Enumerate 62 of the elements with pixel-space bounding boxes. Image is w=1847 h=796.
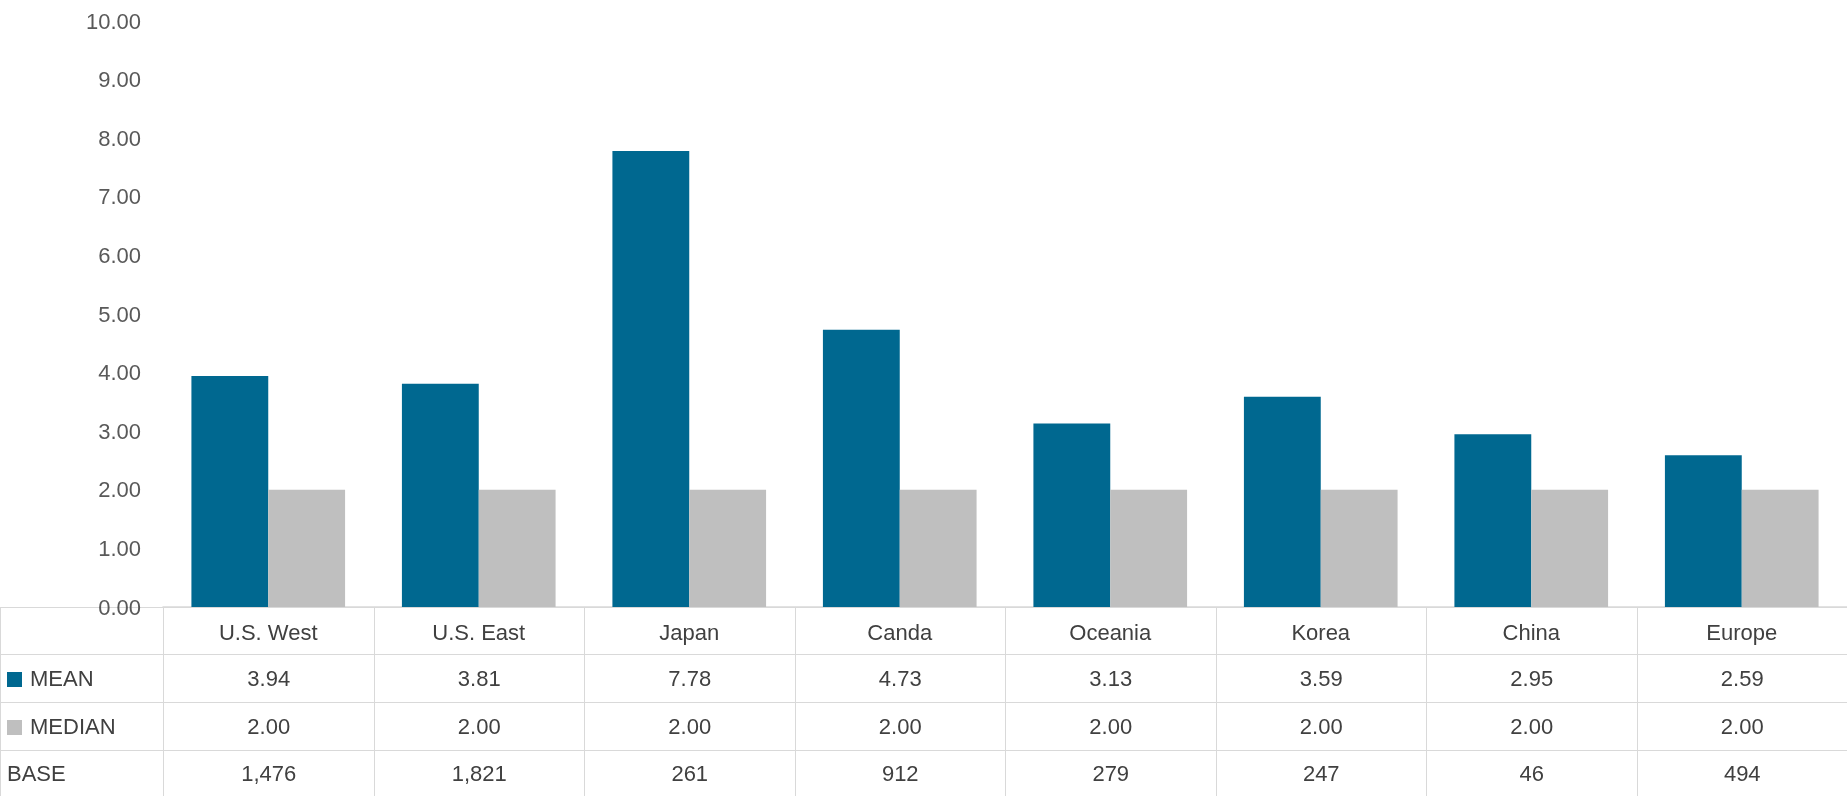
data-label: 2.00 [1426,702,1637,751]
x-tick-label: Oceania [1069,619,1152,645]
legend-label: MEDIAN [29,713,116,739]
x-tick-label: Korea [1291,619,1351,645]
data-label: 2.00 [795,702,1006,751]
y-tick-label: 6.00 [98,242,141,268]
y-tick-label: 3.00 [98,418,141,444]
text: 46 [1426,750,1637,796]
text: 279 [1005,750,1216,796]
bar [1033,423,1111,607]
data-label: 2.59 [1637,654,1847,703]
x-tick-label: Europe [1706,619,1778,645]
text: 912 [795,750,1006,796]
data-label: 4.73 [795,654,1006,703]
text: 494 [1637,750,1847,796]
data-label: 2.00 [374,702,585,751]
legend-label: MEAN [29,665,94,691]
bar [822,329,900,607]
y-tick-label: 9.00 [98,67,141,93]
bar [191,376,269,607]
data-label: 3.59 [1216,654,1427,703]
y-tick-label: 5.00 [98,301,141,327]
y-tick-label: 2.00 [98,477,141,503]
data-label: 2.00 [1005,702,1216,751]
x-tick-label: Canda [867,619,933,645]
text: 247 [1216,750,1427,796]
text: 261 [584,750,795,796]
y-tick-label: 0.00 [98,594,141,620]
x-tick-label: U.S. West [218,619,318,645]
bar [689,489,767,607]
bar [1531,489,1609,607]
y-tick-label: 1.00 [98,535,141,561]
x-tick-label: Japan [659,619,720,645]
bar [1320,489,1398,607]
bar [268,489,346,607]
bar [1243,396,1321,607]
text: 1,476 [163,750,374,796]
bar [1454,434,1532,607]
y-tick-label: 4.00 [98,360,141,386]
y-tick-label: 8.00 [98,125,141,151]
data-label: 2.00 [163,702,374,751]
data-label: 2.95 [1426,654,1637,703]
y-tick-label: 10.00 [85,8,141,34]
bar [1664,455,1742,607]
bar [401,383,479,607]
data-label: 3.94 [163,654,374,703]
x-tick-label: China [1502,619,1561,645]
bar [478,489,556,607]
text: BASE [0,750,164,796]
bar [1741,489,1819,607]
x-tick-label: U.S. East [432,619,526,645]
data-label: 2.00 [1637,702,1847,751]
data-label: 2.00 [584,702,795,751]
data-label: 3.13 [1005,654,1216,703]
bar [899,489,977,607]
data-label: 7.78 [584,654,795,703]
data-label: 3.81 [374,654,585,703]
data-label: 2.00 [1216,702,1427,751]
text: 1,821 [374,750,585,796]
bar [612,151,690,607]
bar [1110,489,1188,607]
y-tick-label: 7.00 [98,184,141,210]
